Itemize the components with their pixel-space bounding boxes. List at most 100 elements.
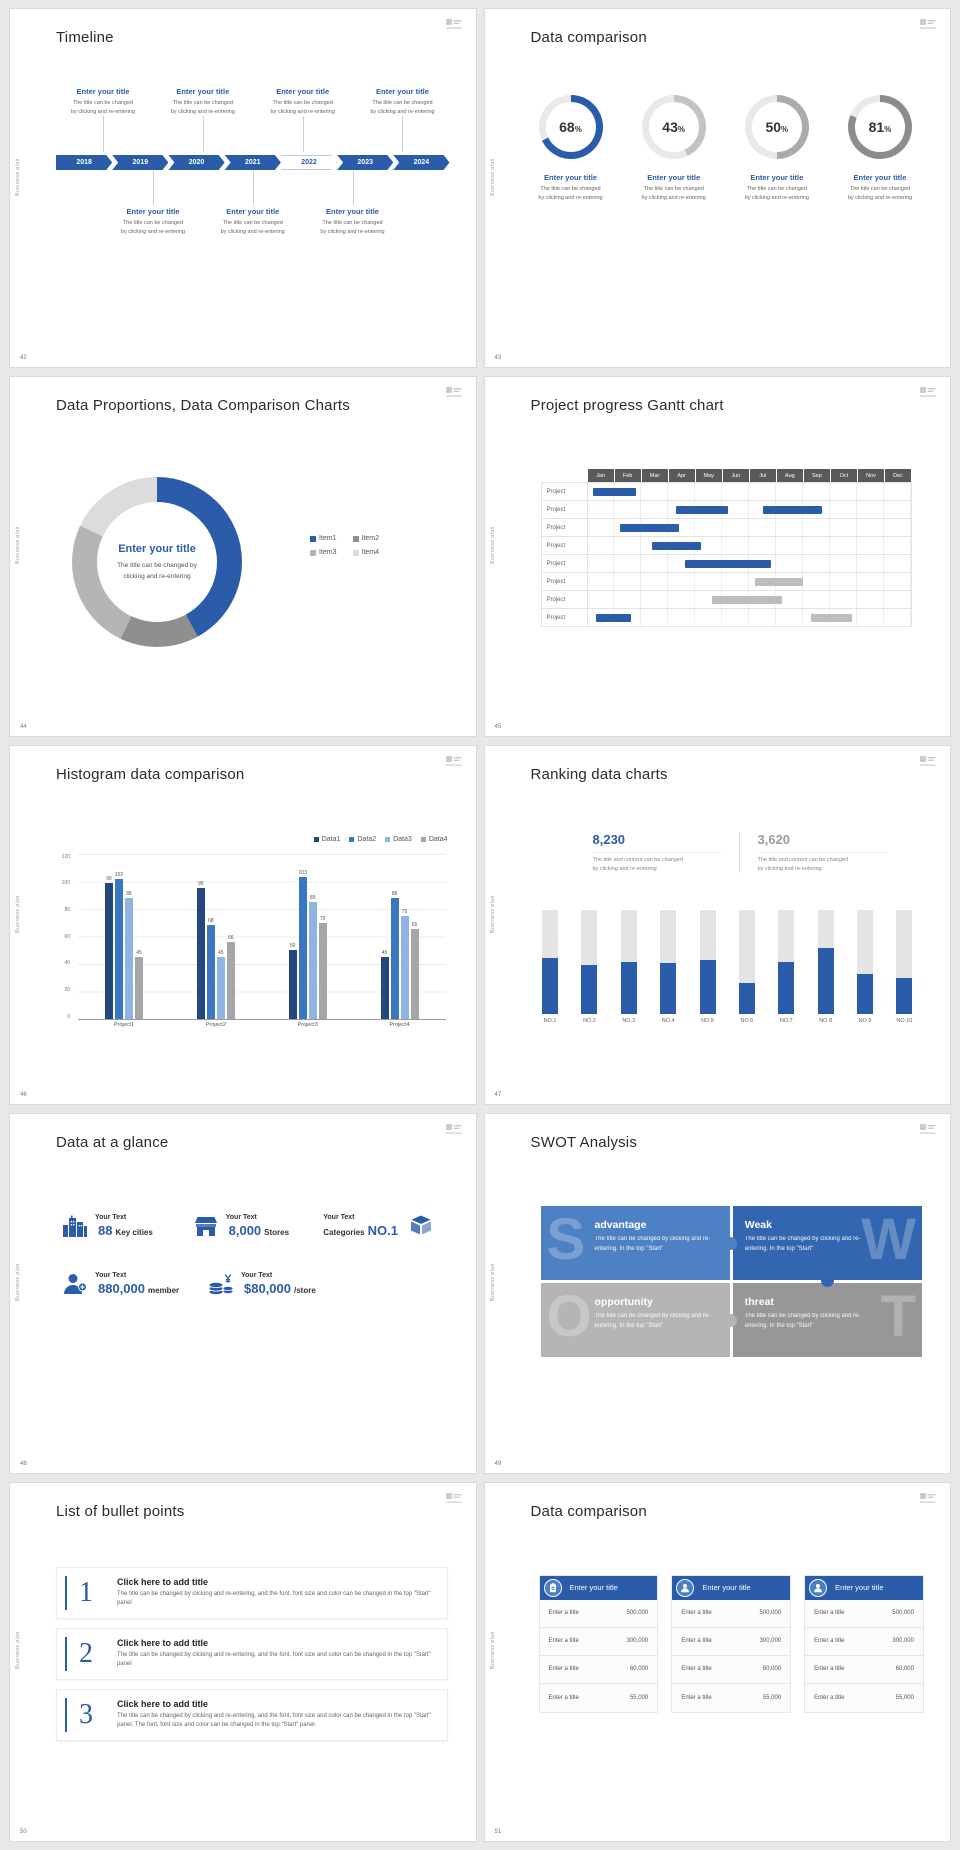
row-label: Enter a title <box>814 1694 845 1701</box>
gantt-cell <box>588 591 615 609</box>
bar-group: 99 102 88 45 Project1 <box>88 854 160 1028</box>
brand-logo <box>445 755 461 766</box>
gantt-lane <box>588 573 912 591</box>
timeline-year: 2021 <box>225 155 281 170</box>
bar-wrapper: 45 <box>380 854 389 1019</box>
legend-item: Item1 <box>310 535 337 542</box>
bar <box>410 929 419 1019</box>
slide-46-histogram[interactable]: Business plan Histogram data comparison … <box>10 745 476 1105</box>
legend-item: Item2 <box>352 535 380 543</box>
divider <box>738 831 740 874</box>
gantt-cell <box>884 609 911 627</box>
ranking-bar-fill <box>896 978 913 1014</box>
body-line: The title can be changed <box>272 100 333 106</box>
swot-grid: S advantage The title can be changed by … <box>540 1206 922 1358</box>
slide-side-label: Business plan <box>489 158 496 196</box>
stat-value-line: Categories NO.1 <box>323 1223 401 1238</box>
body-line: The title can be changed <box>746 186 807 192</box>
ranking-column: NO.6 <box>733 909 760 1024</box>
timeline-item: Enter your title The title can be change… <box>106 170 200 236</box>
bar <box>390 897 399 1019</box>
timeline-item-title: Enter your title <box>76 87 130 96</box>
bar <box>226 941 235 1019</box>
gauge-ring: 50% <box>744 95 809 159</box>
gantt-row: Project <box>541 483 911 502</box>
gantt-cell <box>857 573 884 591</box>
gantt-cell <box>803 555 831 573</box>
bullet-list: 1 Click here to add title The title can … <box>56 1566 448 1750</box>
stat-value: 8,000 <box>228 1223 262 1239</box>
comparison-column: Enter your title Enter a title 500,000 En… <box>671 1574 792 1713</box>
legend-label: Item3 <box>319 549 337 557</box>
slide-51-tables[interactable]: Business plan Data comparison Enter your… <box>484 1482 950 1841</box>
bar <box>206 925 215 1019</box>
row-label: Enter a title <box>548 1638 579 1645</box>
brand-logo <box>920 387 936 398</box>
slide-47-ranking[interactable]: Business plan Ranking data charts 8,230 … <box>484 745 950 1105</box>
ranking-category-label: NO.10 <box>896 1017 913 1024</box>
chart-legend: Data1 Data2 Data3 Data4 <box>313 836 448 843</box>
swot-heading: Weak <box>744 1219 772 1232</box>
gantt-cell <box>641 609 669 627</box>
ranking-category-label: NO.5 <box>701 1017 714 1024</box>
page-number: 48 <box>20 1460 27 1467</box>
gantt-cell <box>695 483 723 501</box>
table-row: Enter a title 300,000 <box>672 1627 791 1656</box>
bar-wrapper: 95 <box>196 854 205 1019</box>
gantt-row: Project <box>541 519 911 538</box>
gantt-row-label: Project <box>542 483 588 501</box>
bar-wrapper: 45 <box>134 854 143 1019</box>
gantt-cell <box>830 555 858 573</box>
gantt-cell <box>641 573 669 591</box>
gantt-month-header: Jan <box>587 469 615 483</box>
row-value: 60,000 <box>762 1666 782 1673</box>
bullet-text: Click here to add title The title can be… <box>117 1577 435 1609</box>
bar <box>114 878 123 1019</box>
gantt-cell <box>641 483 669 501</box>
slide-45-gantt[interactable]: Business plan Project progress Gantt cha… <box>484 377 950 736</box>
slide-50-bullets[interactable]: Business plan List of bullet points 1 Cl… <box>10 1482 476 1841</box>
gantt-lane <box>588 501 912 519</box>
timeline-item-body: The title can be changed by clicking and … <box>306 219 400 236</box>
slide-44-proportions[interactable]: Business plan Data Proportions, Data Com… <box>10 377 476 736</box>
slide-side-label: Business plan <box>15 1631 21 1670</box>
page-number: 45 <box>494 723 502 730</box>
body-line: The title can be changed <box>849 186 911 192</box>
stat-block: 8,230 The title and content can be chang… <box>592 832 721 874</box>
gauge-ring: 43% <box>641 95 706 159</box>
y-axis-tick: 100 <box>61 880 70 887</box>
gantt-cell <box>722 537 750 555</box>
slide-42-timeline[interactable]: Business plan Timeline Enter your title … <box>10 9 476 368</box>
gauge-title: Enter your title <box>750 173 804 182</box>
slide-side-label: Business plan <box>489 1263 496 1301</box>
ranking-chart: NO.1 NO.2 NO.3 NO.4 NO.5 NO.6 NO.7 NO.8 NO.9 NO.1… <box>537 909 919 1024</box>
legend-label: Item2 <box>361 535 380 543</box>
body-line: The title can be changed <box>122 220 184 226</box>
bar-wrapper: 70 <box>318 854 327 1019</box>
swot-heading: threat <box>744 1296 774 1309</box>
timeline-item-body: The title can be changed by clicking and … <box>156 99 250 116</box>
gantt-cell <box>830 519 858 537</box>
gauge-number: 43 <box>662 119 678 135</box>
y-axis-tick: 0 <box>67 1013 70 1020</box>
gantt-month-header: Jul <box>749 469 777 483</box>
slide-48-glance[interactable]: Business plan Data at a glance Your Text… <box>10 1114 476 1473</box>
legend-item: Item4 <box>352 549 379 556</box>
gantt-cell <box>614 609 642 627</box>
stat-item: Your Text 88 Key cities <box>62 1214 177 1238</box>
slide-49-swot[interactable]: Business plan SWOT Analysis S advantage … <box>484 1114 950 1473</box>
body-line: by clicking and re-entering <box>220 228 285 235</box>
table-header: Enter your title <box>539 1575 658 1600</box>
ranking-category-label: NO.8 <box>819 1017 833 1024</box>
gauge-item: 81% Enter your title The title can be ch… <box>832 95 928 202</box>
gantt-cell <box>803 501 831 519</box>
comparison-column: Enter your title Enter a title 500,000 En… <box>804 1574 924 1713</box>
gantt-cell <box>803 519 831 537</box>
gantt-cell <box>776 555 804 573</box>
body-line: by clicking and re-entering <box>320 228 385 235</box>
table-row: Enter a title 300,000 <box>539 1627 658 1656</box>
slide-43-data-comparison[interactable]: Business plan Data comparison 68% Enter … <box>484 9 950 368</box>
gantt-cell <box>695 537 723 555</box>
gantt-month-header: May <box>695 469 723 483</box>
legend-item: Data4 <box>420 836 448 843</box>
